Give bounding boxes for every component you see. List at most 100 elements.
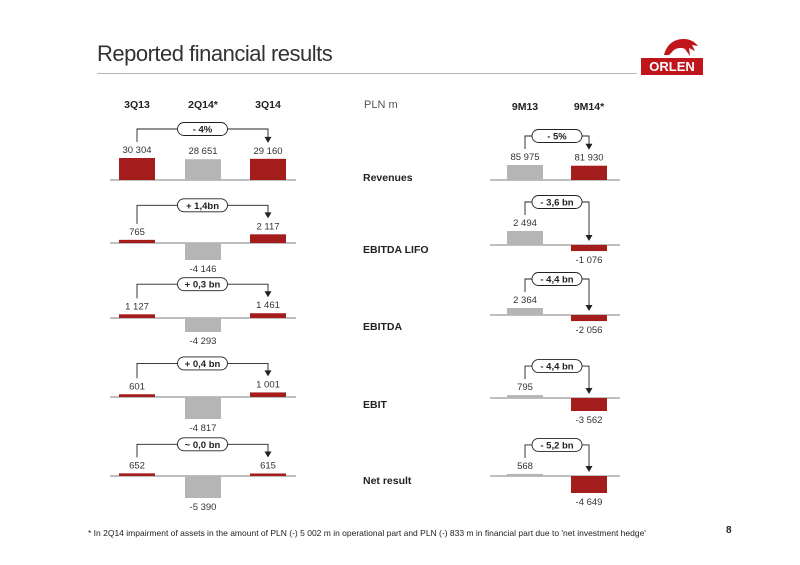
change-label: ~ 0,0 bn	[185, 440, 221, 451]
metric-label: EBIT	[363, 399, 388, 411]
change-pill	[177, 198, 228, 213]
category-header: 3Q14	[255, 99, 281, 111]
page-title: Reported financial results	[97, 41, 333, 66]
change-label: - 4,4 bn	[540, 275, 573, 286]
change-pill	[531, 272, 583, 286]
data-label: 765	[129, 227, 145, 238]
logo-text: ORLEN	[649, 59, 695, 74]
data-label: -4 649	[576, 497, 603, 508]
data-label: 28 651	[188, 146, 217, 157]
bar	[507, 231, 543, 245]
metric-label: Net result	[363, 475, 412, 487]
change-label: + 0,3 bn	[185, 280, 221, 291]
metric-label: EBITDA	[363, 321, 403, 333]
data-label: -4 146	[190, 264, 217, 275]
change-label: - 4,4 bn	[540, 362, 573, 373]
bar	[571, 398, 607, 411]
arrow-head-icon	[264, 136, 272, 143]
change-pill	[177, 122, 228, 136]
data-label: 85 975	[510, 152, 539, 163]
data-label: 1 001	[256, 379, 280, 390]
arrow-head-icon	[264, 370, 272, 377]
data-label: 795	[517, 382, 533, 393]
change-label: - 5,2 bn	[540, 440, 573, 451]
bar	[185, 159, 221, 180]
data-label: 2 117	[256, 221, 279, 232]
change-pill	[531, 359, 583, 374]
arrow-head-icon	[264, 291, 272, 298]
bar	[250, 234, 286, 243]
data-label: 2 364	[513, 295, 537, 306]
bar	[250, 392, 286, 397]
data-label: -1 076	[576, 255, 603, 266]
bar	[571, 165, 607, 180]
data-label: -3 562	[576, 415, 603, 426]
change-label: + 0,4 bn	[185, 359, 221, 370]
arrow-head-icon	[585, 235, 593, 241]
page-number: 8	[726, 525, 732, 536]
data-label: -4 293	[190, 336, 217, 347]
bar	[507, 395, 543, 398]
category-header: 2Q14*	[188, 99, 219, 111]
arrow-head-icon	[585, 305, 593, 311]
data-label: 2 494	[513, 218, 537, 229]
category-header: 9M13	[512, 101, 538, 113]
change-pill	[531, 437, 583, 452]
bar	[119, 473, 155, 476]
category-header: 3Q13	[124, 99, 150, 111]
category-header: 9M14*	[574, 101, 605, 113]
bar	[250, 473, 286, 476]
change-pill	[531, 129, 583, 143]
data-label: 601	[129, 381, 145, 392]
arrow-head-icon	[264, 451, 272, 458]
change-pill	[531, 195, 583, 209]
change-label: - 5%	[547, 132, 567, 143]
eagle-icon	[664, 39, 698, 56]
data-label: 615	[260, 460, 276, 471]
arrow-head-icon	[585, 143, 593, 150]
metric-label: EBITDA LIFO	[363, 244, 429, 256]
bar	[571, 476, 607, 493]
bar	[185, 397, 221, 419]
logo-box	[641, 58, 703, 75]
bar	[185, 318, 221, 332]
bar	[119, 394, 155, 397]
unit-label: PLN m	[364, 99, 398, 111]
bar	[507, 473, 543, 476]
data-label: 29 160	[253, 146, 282, 157]
data-label: 81 930	[574, 153, 603, 164]
footnote: * In 2Q14 impairment of assets in the am…	[88, 528, 646, 538]
bar	[571, 245, 607, 252]
data-label: 1 127	[125, 301, 149, 312]
bar	[507, 308, 543, 315]
bar	[119, 314, 155, 318]
data-label: 1 461	[256, 300, 280, 311]
title-divider	[97, 73, 637, 74]
change-label: + 1,4bn	[186, 201, 219, 212]
data-label: 568	[517, 461, 533, 472]
bar	[250, 158, 286, 180]
arrow-head-icon	[264, 212, 272, 219]
metric-label: Revenues	[363, 172, 413, 184]
bar	[571, 315, 607, 322]
change-label: - 3,6 bn	[540, 198, 573, 209]
data-label: -2 056	[576, 325, 603, 336]
change-label: - 4%	[193, 125, 213, 136]
bar	[185, 243, 221, 260]
change-pill	[177, 437, 228, 452]
bar	[250, 313, 286, 318]
arrow-head-icon	[585, 388, 593, 394]
data-label: -4 817	[190, 423, 217, 434]
orlen-logo: ORLEN	[641, 39, 703, 75]
bar	[119, 158, 155, 180]
data-label: 652	[129, 460, 145, 471]
change-pill	[177, 356, 228, 371]
bar	[119, 239, 155, 243]
bar	[185, 476, 221, 498]
bar	[507, 165, 543, 180]
change-pill	[177, 277, 228, 292]
data-label: -5 390	[190, 502, 217, 513]
arrow-head-icon	[585, 466, 593, 472]
